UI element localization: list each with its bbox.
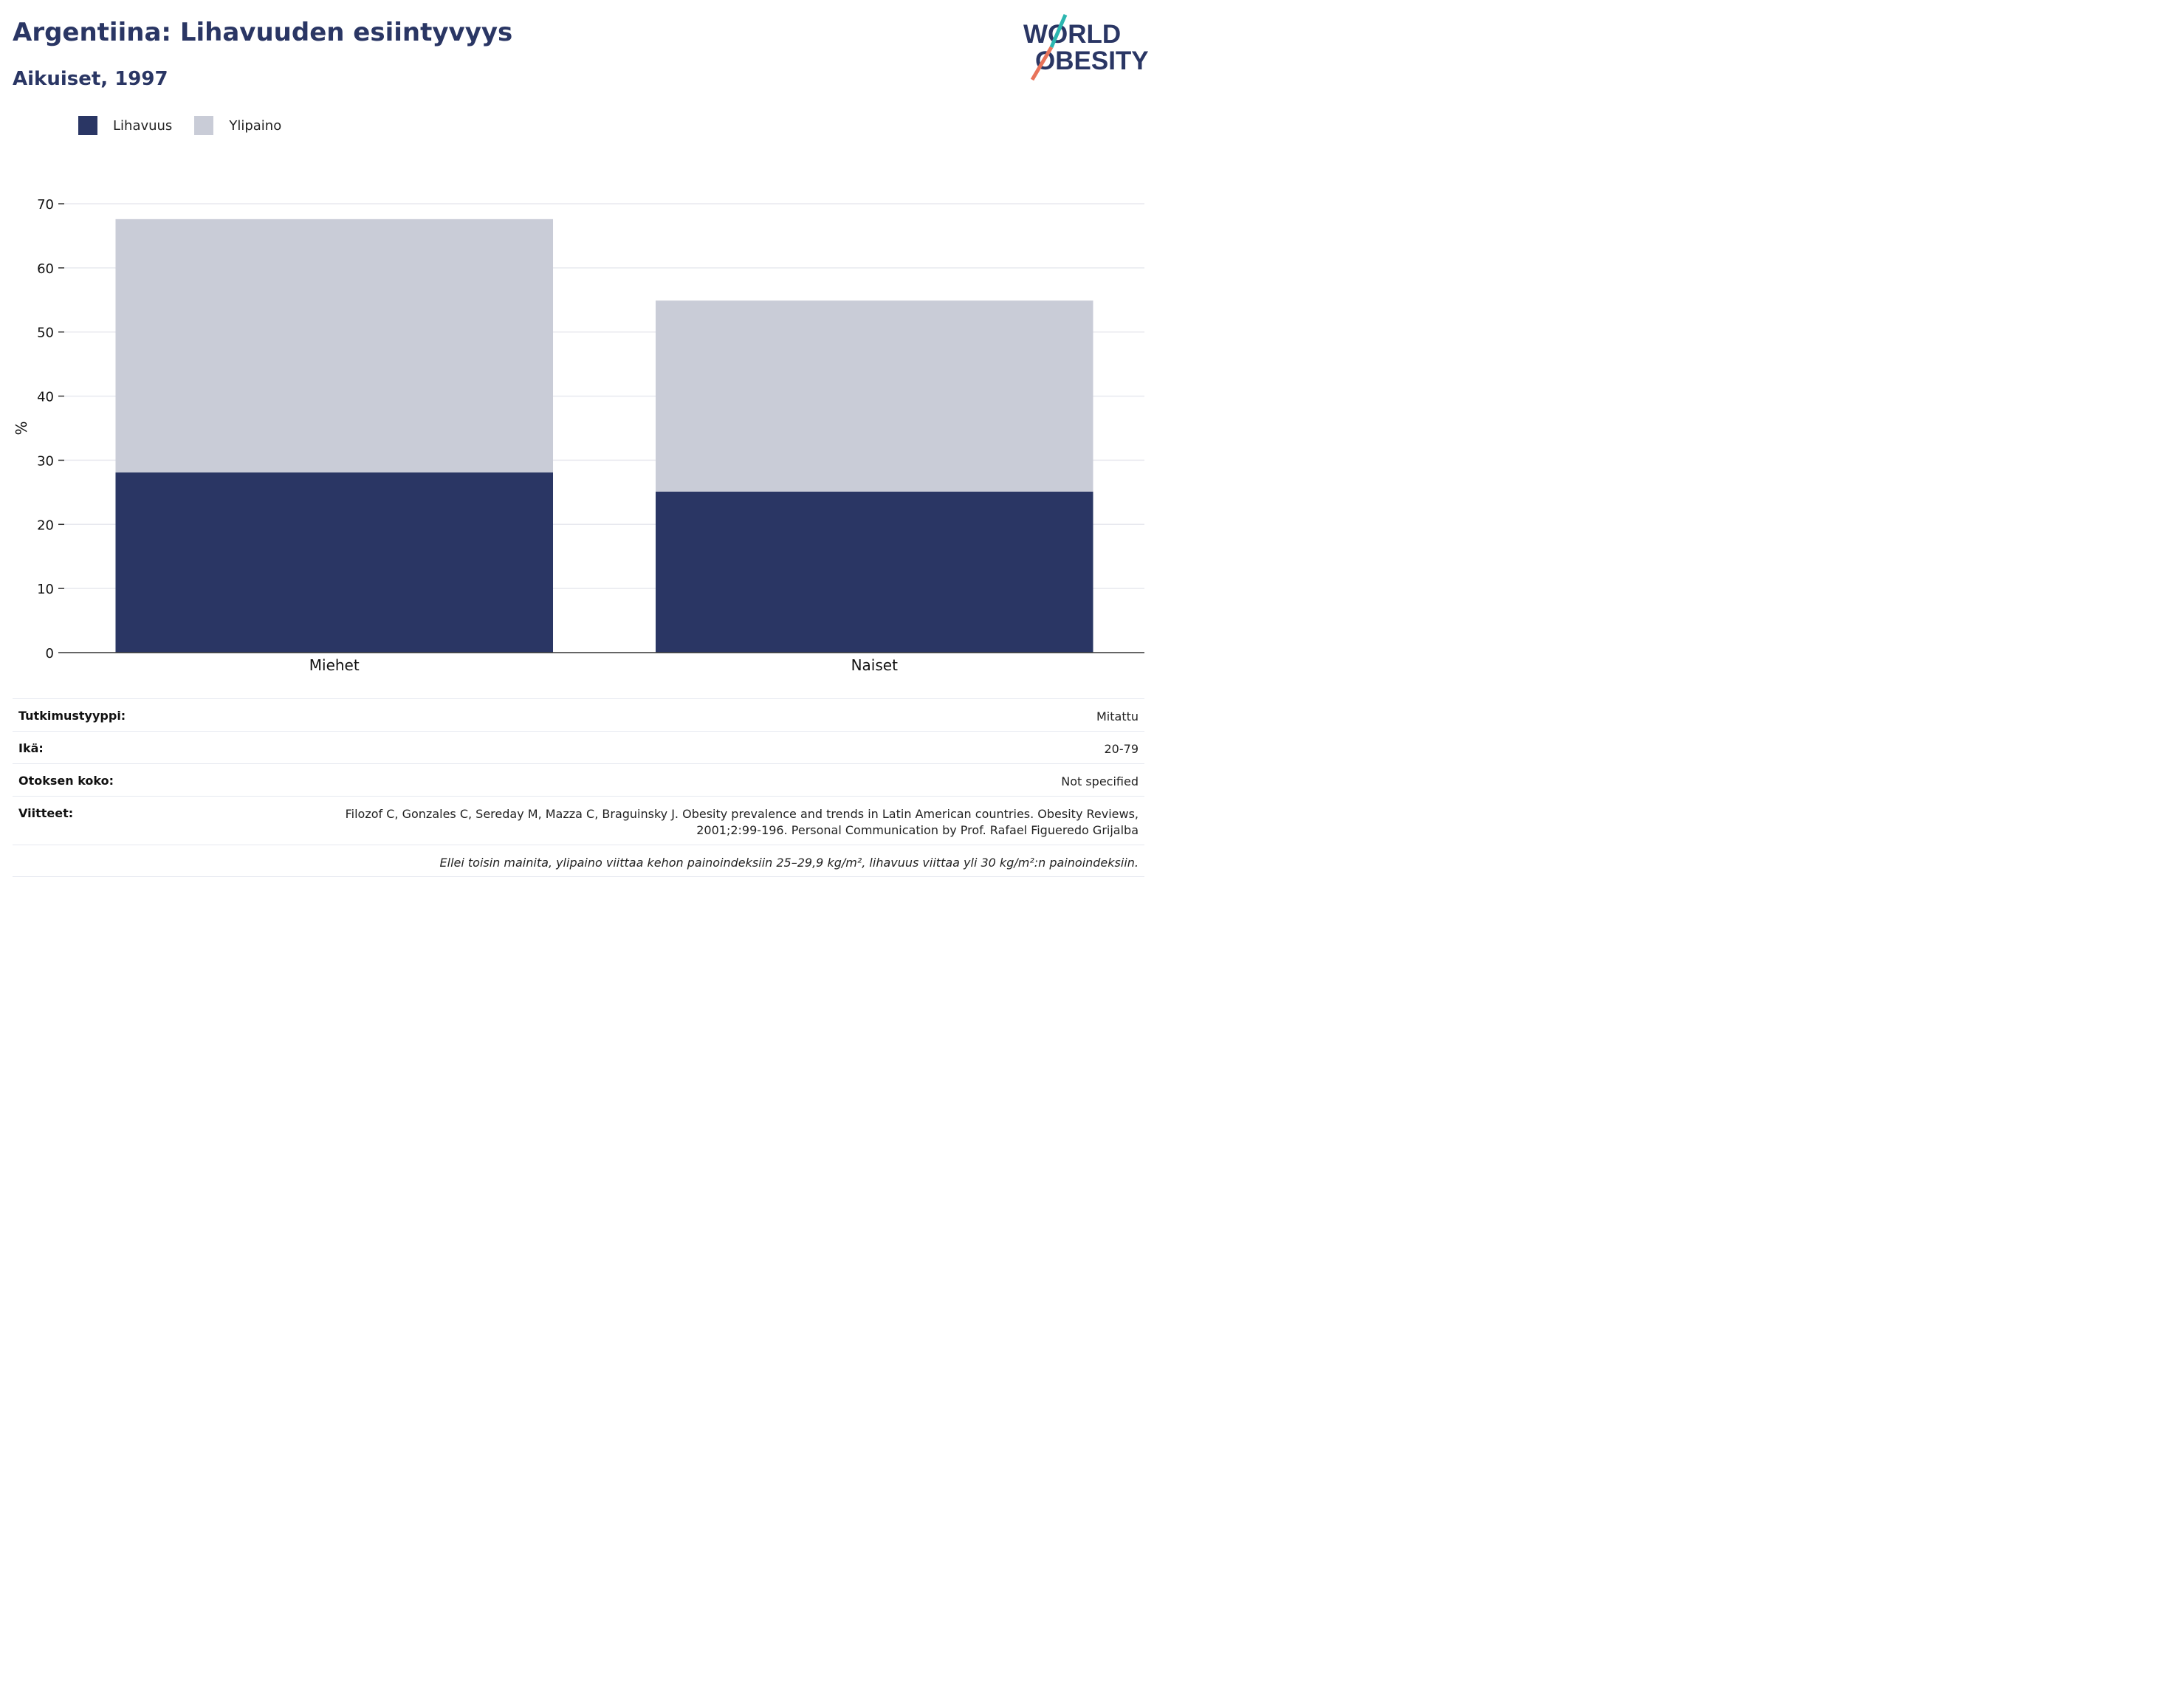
- y-axis-label: %: [13, 421, 30, 435]
- legend-swatch-overweight: [194, 116, 214, 135]
- legend-swatch-obesity: [78, 116, 97, 135]
- meta-label: Ikä:: [18, 741, 44, 755]
- study-metadata-table: Tutkimustyyppi: Mitattu Ikä: 20-79 Otoks…: [13, 698, 1144, 877]
- y-tick-label: 70: [37, 197, 54, 213]
- bars: [115, 219, 1093, 653]
- meta-label: Viitteet:: [18, 806, 74, 820]
- y-tick-label: 30: [37, 453, 54, 469]
- meta-row-sample-size: Otoksen koko: Not specified: [13, 763, 1144, 796]
- y-tick-label: 40: [37, 390, 54, 405]
- chart-title: Argentiina: Lihavuuden esiintyvyys: [13, 18, 513, 47]
- reference-line-1: Filozof C, Gonzales C, Sereday M, Mazza …: [345, 807, 1139, 821]
- bar-obesity-naiset: [655, 491, 1093, 653]
- reference-line-2: 2001;2:99-196. Personal Communication by…: [696, 823, 1139, 837]
- logo-line2: OBESITY: [1035, 47, 1148, 75]
- chart-subtitle: Aikuiset, 1997: [13, 68, 168, 90]
- x-tick-label: Naiset: [851, 656, 898, 674]
- meta-row-note: Ellei toisin mainita, ylipaino viittaa k…: [13, 845, 1144, 877]
- meta-value: Mitattu: [1096, 709, 1139, 723]
- legend-item-obesity: Lihavuus: [78, 116, 172, 135]
- y-tick-label: 50: [37, 326, 54, 341]
- meta-value: Filozof C, Gonzales C, Sereday M, Mazza …: [346, 806, 1139, 839]
- logo-slash-teal: [1049, 14, 1068, 48]
- x-axis-ticks: Miehet Naiset: [64, 652, 1144, 674]
- meta-row-references: Viitteet: Filozof C, Gonzales C, Sereday…: [13, 796, 1144, 845]
- meta-value: Not specified: [1061, 774, 1139, 788]
- legend-label-obesity: Lihavuus: [113, 117, 173, 134]
- y-tick-label: 20: [37, 518, 54, 533]
- meta-label: Tutkimustyyppi:: [18, 709, 126, 723]
- stacked-bar-chart: 0 10 20 30 40 50 60 70 Miehet Naiset %: [13, 197, 1144, 674]
- x-tick-label: Miehet: [309, 656, 360, 674]
- y-tick-label: 10: [37, 582, 54, 597]
- bar-overweight-naiset: [655, 300, 1093, 492]
- meta-row-study-type: Tutkimustyyppi: Mitattu: [13, 698, 1144, 731]
- y-axis-ticks: 0 10 20 30 40 50 60 70: [37, 197, 64, 661]
- bar-overweight-miehet: [115, 219, 554, 472]
- logo-slash-coral: [1030, 46, 1054, 81]
- legend-item-overweight: Ylipaino: [194, 116, 281, 135]
- meta-value: 20-79: [1104, 742, 1139, 756]
- chart-legend: Lihavuus Ylipaino: [78, 116, 303, 135]
- meta-label: Otoksen koko:: [18, 774, 114, 788]
- logo-line1: WORLD: [1023, 20, 1121, 49]
- legend-label-overweight: Ylipaino: [229, 117, 282, 134]
- y-tick-label: 0: [46, 646, 54, 661]
- y-tick-label: 60: [37, 261, 54, 277]
- definition-note: Ellei toisin mainita, ylipaino viittaa k…: [439, 856, 1139, 870]
- bar-obesity-miehet: [115, 472, 554, 653]
- world-obesity-logo: WORLD OBESITY: [1023, 14, 1148, 81]
- meta-row-age: Ikä: 20-79: [13, 731, 1144, 763]
